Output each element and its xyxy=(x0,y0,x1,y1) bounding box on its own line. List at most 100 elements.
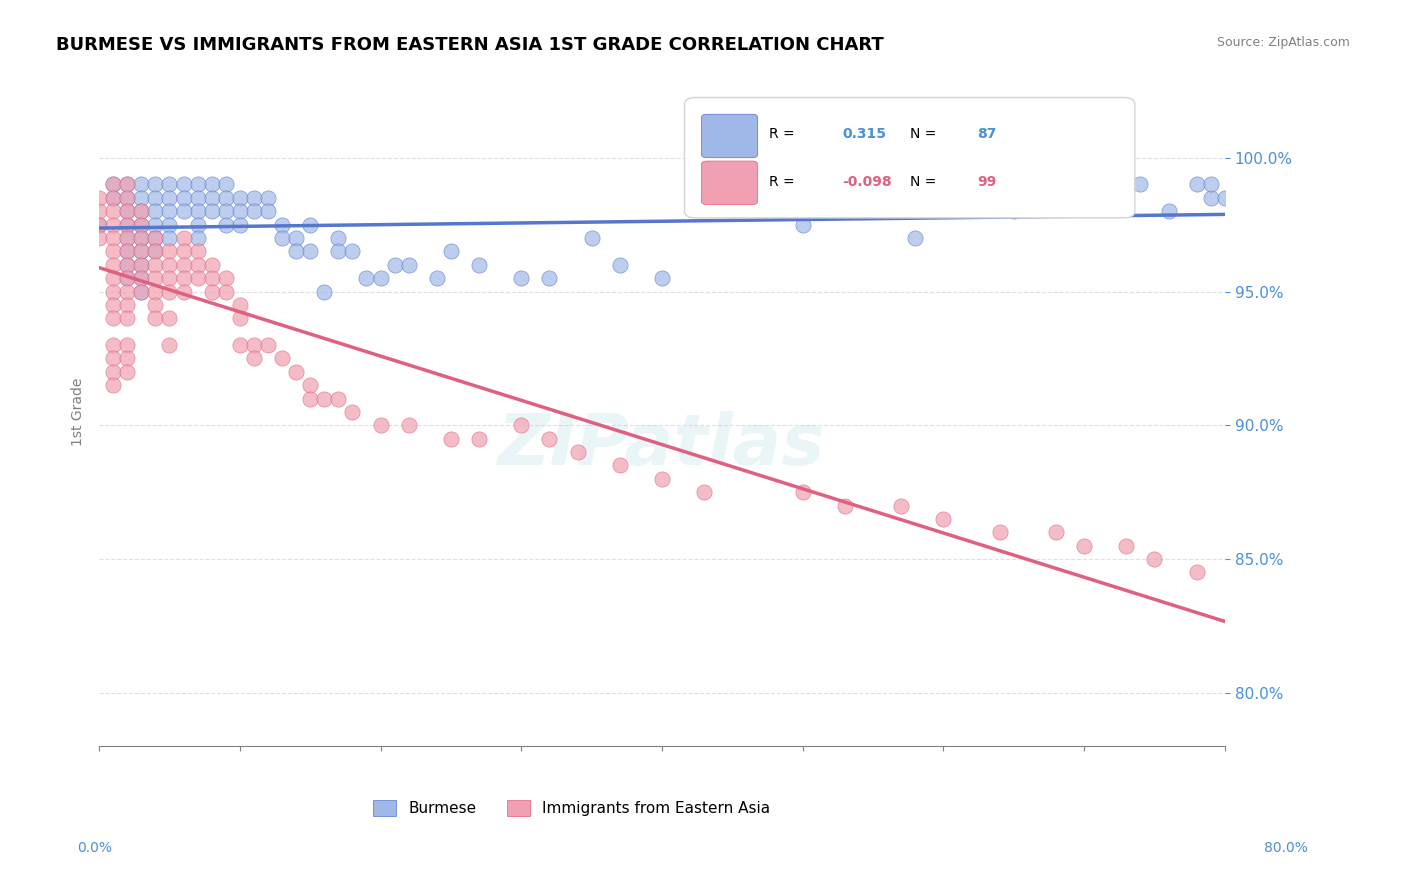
Point xyxy=(117,218,139,232)
Point xyxy=(103,218,125,232)
Point xyxy=(215,204,238,219)
Point xyxy=(299,244,322,259)
Point xyxy=(440,432,463,446)
Point xyxy=(103,178,125,192)
FancyBboxPatch shape xyxy=(685,97,1135,218)
Point xyxy=(201,204,224,219)
Point xyxy=(173,204,195,219)
Point xyxy=(187,191,209,205)
Point xyxy=(145,244,167,259)
Point xyxy=(187,271,209,285)
Point xyxy=(257,191,280,205)
Point xyxy=(581,231,603,245)
Point xyxy=(1101,191,1123,205)
Point xyxy=(117,311,139,326)
Point xyxy=(243,204,266,219)
Text: 80.0%: 80.0% xyxy=(1264,841,1308,855)
Point xyxy=(103,298,125,312)
Point xyxy=(609,258,631,272)
Point xyxy=(131,191,153,205)
Point xyxy=(159,244,181,259)
Point xyxy=(159,338,181,352)
Point xyxy=(468,258,491,272)
Point xyxy=(215,285,238,299)
Point xyxy=(145,231,167,245)
Text: R =: R = xyxy=(769,128,794,141)
Point xyxy=(201,285,224,299)
Point xyxy=(328,231,350,245)
Point xyxy=(131,244,153,259)
Point xyxy=(215,218,238,232)
Point xyxy=(285,231,308,245)
Point xyxy=(103,244,125,259)
Point xyxy=(173,258,195,272)
Point xyxy=(131,204,153,219)
Point xyxy=(103,258,125,272)
Point xyxy=(229,338,252,352)
Point xyxy=(1185,566,1208,580)
Point xyxy=(159,231,181,245)
Point xyxy=(468,432,491,446)
Point xyxy=(131,285,153,299)
Point xyxy=(117,178,139,192)
Point xyxy=(299,392,322,406)
Point xyxy=(370,418,392,433)
Point xyxy=(314,285,336,299)
Point xyxy=(1157,204,1180,219)
Point xyxy=(103,271,125,285)
Text: Source: ZipAtlas.com: Source: ZipAtlas.com xyxy=(1216,36,1350,49)
Point xyxy=(426,271,449,285)
Point xyxy=(1115,539,1137,553)
Point xyxy=(356,271,378,285)
Point xyxy=(1199,191,1222,205)
Point xyxy=(932,512,955,526)
Point xyxy=(159,311,181,326)
Point xyxy=(187,204,209,219)
Text: -0.098: -0.098 xyxy=(842,176,891,189)
Point xyxy=(398,258,420,272)
Point xyxy=(201,258,224,272)
Point xyxy=(159,178,181,192)
Point xyxy=(145,258,167,272)
Point xyxy=(117,338,139,352)
Point xyxy=(271,218,294,232)
Point xyxy=(510,271,533,285)
Point xyxy=(904,231,927,245)
Point xyxy=(215,271,238,285)
Point xyxy=(103,351,125,366)
Point xyxy=(1129,178,1152,192)
Text: N =: N = xyxy=(910,176,936,189)
Point xyxy=(1143,552,1166,566)
Point xyxy=(201,191,224,205)
Point xyxy=(131,218,153,232)
Point xyxy=(328,244,350,259)
Point xyxy=(201,178,224,192)
Point xyxy=(159,285,181,299)
Point xyxy=(131,271,153,285)
Point xyxy=(651,472,673,486)
Point xyxy=(117,191,139,205)
Text: BURMESE VS IMMIGRANTS FROM EASTERN ASIA 1ST GRADE CORRELATION CHART: BURMESE VS IMMIGRANTS FROM EASTERN ASIA … xyxy=(56,36,884,54)
Point xyxy=(145,204,167,219)
Point xyxy=(538,271,561,285)
Point xyxy=(215,191,238,205)
Point xyxy=(1199,178,1222,192)
Point xyxy=(103,204,125,219)
Point xyxy=(299,218,322,232)
Point xyxy=(117,271,139,285)
Point xyxy=(187,218,209,232)
Point xyxy=(201,271,224,285)
Point xyxy=(187,244,209,259)
Point xyxy=(187,231,209,245)
Point xyxy=(103,378,125,392)
Point xyxy=(89,191,111,205)
Point xyxy=(131,178,153,192)
Point xyxy=(89,218,111,232)
Point xyxy=(131,258,153,272)
Point xyxy=(257,204,280,219)
Point xyxy=(792,485,814,500)
Point xyxy=(285,365,308,379)
Point xyxy=(257,338,280,352)
Point xyxy=(103,191,125,205)
Point xyxy=(229,191,252,205)
